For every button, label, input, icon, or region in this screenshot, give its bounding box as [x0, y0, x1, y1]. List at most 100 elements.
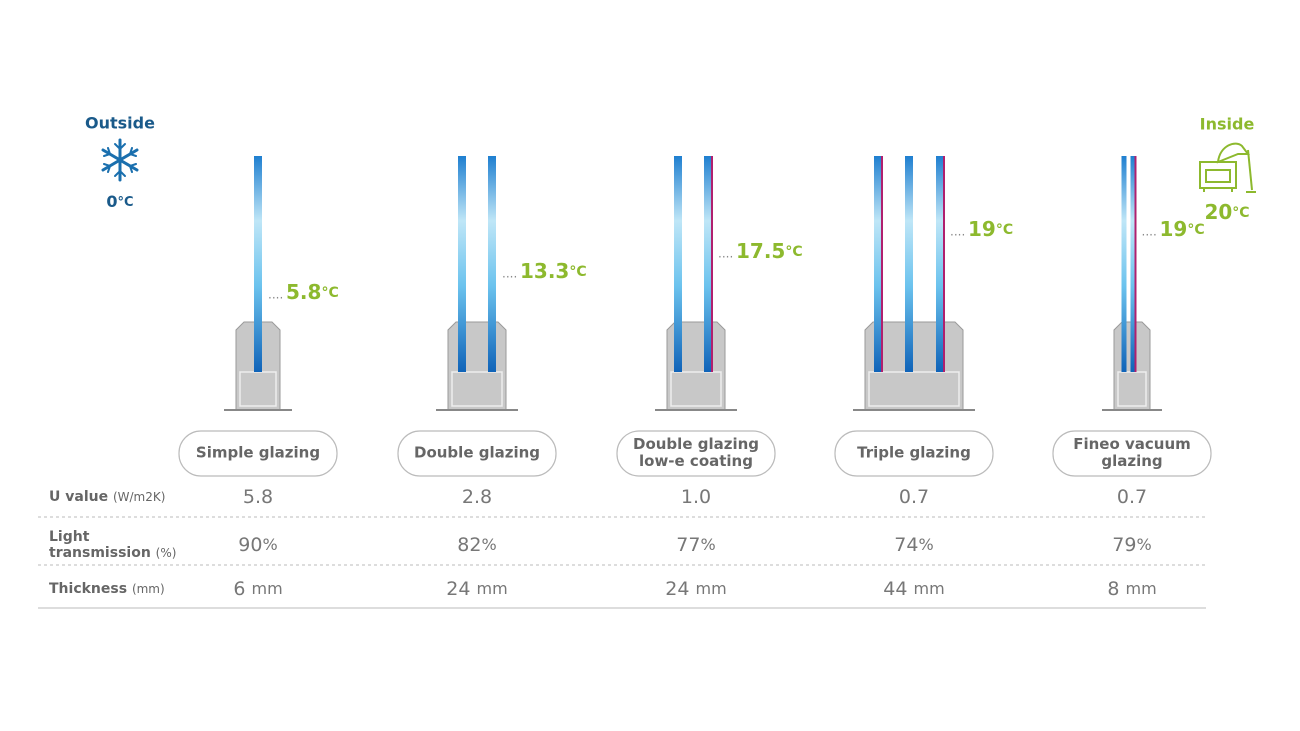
table-cell: 2.8	[462, 486, 492, 508]
glazing-name-pill	[616, 430, 776, 477]
glazing-name: Double glazing	[633, 435, 759, 453]
glass-pane	[874, 156, 882, 372]
cell-value: 24	[446, 578, 470, 600]
row-label-text: Thickness	[49, 581, 127, 597]
window-frame	[447, 321, 507, 411]
cell-unit: mm	[1125, 579, 1156, 598]
low-e-coating	[1134, 156, 1137, 372]
table-cell: 5.8	[243, 486, 273, 508]
cell-value: 6	[233, 578, 245, 600]
row-label: Thickness (mm)	[49, 581, 165, 597]
surface-temperature: 13.3°C	[520, 259, 587, 283]
surface-temperature: 19°C	[1160, 217, 1205, 241]
glazing-name: Simple glazing	[196, 444, 320, 462]
glazing-name: low-e coating	[639, 452, 753, 470]
cell-unit: %	[262, 535, 277, 554]
low-e-coating	[711, 156, 713, 372]
row-unit: (mm)	[132, 582, 165, 596]
table-cell: 82%	[457, 534, 496, 556]
cell-unit: mm	[251, 579, 282, 598]
living-room-icon	[1199, 142, 1256, 193]
cell-value: 24	[665, 578, 689, 600]
leader-dots: ....	[268, 288, 283, 302]
leader-dots: ....	[502, 267, 517, 281]
glazing-name: Double glazing	[414, 444, 540, 462]
cell-unit: %	[918, 535, 933, 554]
temperature-unit: °C	[569, 264, 586, 280]
glazing-name: Triple glazing	[857, 444, 971, 462]
row-unit: (%)	[156, 546, 177, 560]
row-label-text: U value	[49, 489, 108, 505]
cell-unit: %	[700, 535, 715, 554]
temperature-value: 13.3	[520, 259, 569, 283]
cell-unit: mm	[477, 579, 508, 598]
table-cell: 77%	[676, 534, 715, 556]
temperature-unit: °C	[1232, 205, 1249, 221]
surface-temperature: 5.8°C	[286, 280, 339, 304]
cell-value: 82	[457, 534, 481, 556]
table-cell: 90%	[238, 534, 277, 556]
frame-detail	[670, 371, 722, 407]
table-cell: 1.0	[681, 486, 711, 508]
temperature-value: 0	[106, 192, 117, 211]
table-cell: 0.7	[1117, 486, 1147, 508]
cell-unit: mm	[914, 579, 945, 598]
glass-pane	[704, 156, 712, 372]
table-cell: 79%	[1112, 534, 1151, 556]
cell-unit: mm	[696, 579, 727, 598]
low-e-coating	[881, 156, 883, 372]
cell-value: 77	[676, 534, 700, 556]
leader-dots: ....	[950, 225, 965, 239]
glass-pane	[1130, 156, 1136, 372]
glass-pane	[458, 156, 466, 372]
glazing-name-pill	[834, 430, 994, 477]
leader-dots: ....	[1142, 225, 1157, 239]
temperature-value: 17.5	[736, 239, 785, 263]
temperature-unit: °C	[321, 285, 338, 301]
temperature-unit: °C	[785, 244, 802, 260]
cell-value: 79	[1112, 534, 1136, 556]
glass-pane	[905, 156, 913, 372]
temperature-unit: °C	[118, 195, 134, 210]
cell-value: 2.8	[462, 486, 492, 508]
glass-pane	[1121, 156, 1127, 372]
glass-pane	[254, 156, 262, 372]
outside-label: Outside	[85, 114, 155, 133]
glazing-name-pill	[1052, 430, 1212, 477]
cell-value: 0.7	[899, 486, 929, 508]
cell-value: 44	[883, 578, 907, 600]
temperature-value: 19	[1160, 217, 1188, 241]
row-unit: (W/m2K)	[113, 490, 165, 504]
leader-dots: ....	[718, 247, 733, 261]
temperature-value: 20	[1204, 200, 1232, 224]
table-cell: 6 mm	[233, 578, 282, 600]
temperature-value: 19	[968, 217, 996, 241]
snowflake-icon	[101, 138, 139, 182]
temperature-value: 5.8	[286, 280, 321, 304]
surface-temperature: 17.5°C	[736, 239, 803, 263]
row-label: Light	[49, 529, 90, 545]
table-cell: 24 mm	[446, 578, 507, 600]
table-cell: 74%	[894, 534, 933, 556]
row-label: U value (W/m2K)	[49, 489, 165, 505]
table-cell: 24 mm	[665, 578, 726, 600]
frame-detail	[451, 371, 503, 407]
cell-unit: %	[481, 535, 496, 554]
glazing-name-pill	[178, 430, 338, 477]
frame-detail	[868, 371, 960, 407]
row-label-text: transmission	[49, 545, 151, 561]
cell-value: 5.8	[243, 486, 273, 508]
low-e-coating	[943, 156, 945, 372]
cell-unit: %	[1136, 535, 1151, 554]
outside-temperature: 0°C	[106, 192, 133, 211]
cell-value: 1.0	[681, 486, 711, 508]
temperature-unit: °C	[1187, 222, 1204, 238]
cell-value: 74	[894, 534, 918, 556]
table-cell: 0.7	[899, 486, 929, 508]
glass-pane	[674, 156, 682, 372]
row-label: transmission (%)	[49, 545, 176, 561]
row-label-text: Light	[49, 529, 90, 545]
glazing-name-pill	[397, 430, 557, 477]
cell-value: 0.7	[1117, 486, 1147, 508]
glazing-name: Fineo vacuum	[1073, 435, 1191, 453]
